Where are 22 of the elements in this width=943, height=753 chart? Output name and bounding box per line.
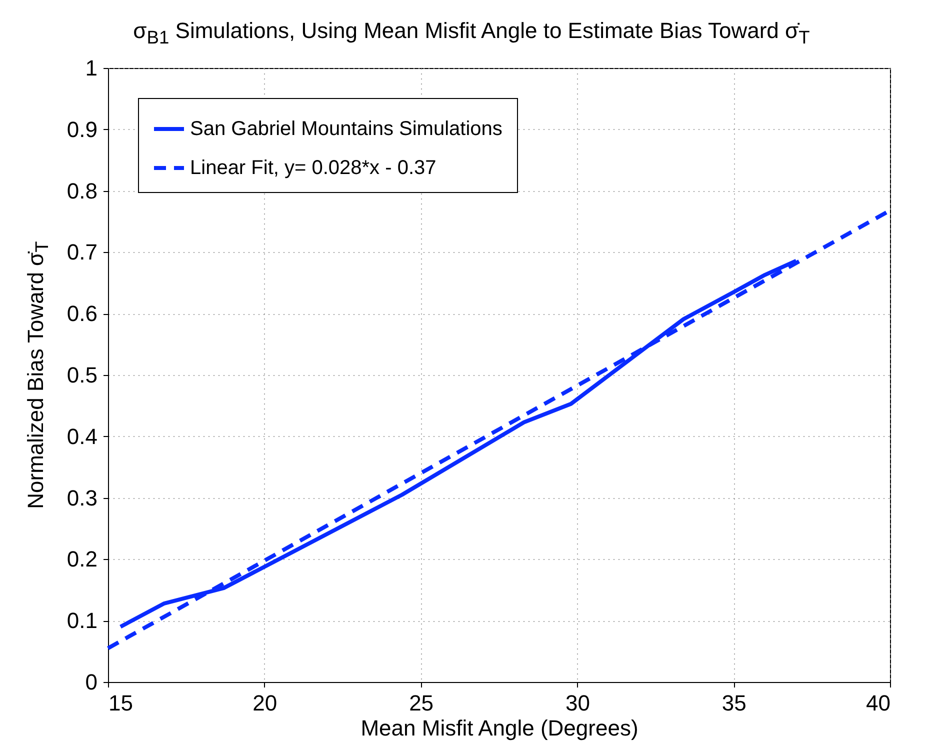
- x-tick-label: 35: [722, 690, 746, 716]
- line-series: [118, 258, 798, 629]
- chart-title: σ$_{B1}$ Simulations, Using Mean Misfit Angle to Estimate Bias Toward σ̇$_{T}$: [132, 18, 811, 48]
- y-tick-label: 0.6: [66, 301, 98, 326]
- y-tick-label: 0.7: [66, 240, 98, 265]
- x-tick-label: 40: [866, 690, 890, 716]
- y-tick-label: 0.2: [66, 546, 98, 572]
- y-tick-label: 0.8: [66, 178, 98, 204]
- legend-label: Linear Fit, y= 0.028*x - 0.37: [190, 157, 436, 179]
- x-tick-label: 25: [409, 690, 434, 716]
- y-tick-label: 0.3: [66, 485, 98, 510]
- y-tick-label: 0.4: [66, 424, 98, 449]
- legend-label: San Gabriel Mountains Simulations: [190, 118, 502, 140]
- y-tick-label: 0.1: [66, 608, 98, 634]
- y-tick-label: 0: [85, 670, 98, 694]
- x-tick-label: 20: [252, 690, 278, 716]
- x-tick-label: 30: [565, 690, 590, 716]
- y-tick-label: 1: [85, 56, 98, 80]
- y-tick-label: 0.5: [66, 362, 98, 388]
- y-tick-label: 0.9: [66, 116, 98, 142]
- x-axis-title: Mean Misfit Angle (Degrees): [360, 716, 638, 740]
- x-tick-label: 15: [108, 690, 133, 716]
